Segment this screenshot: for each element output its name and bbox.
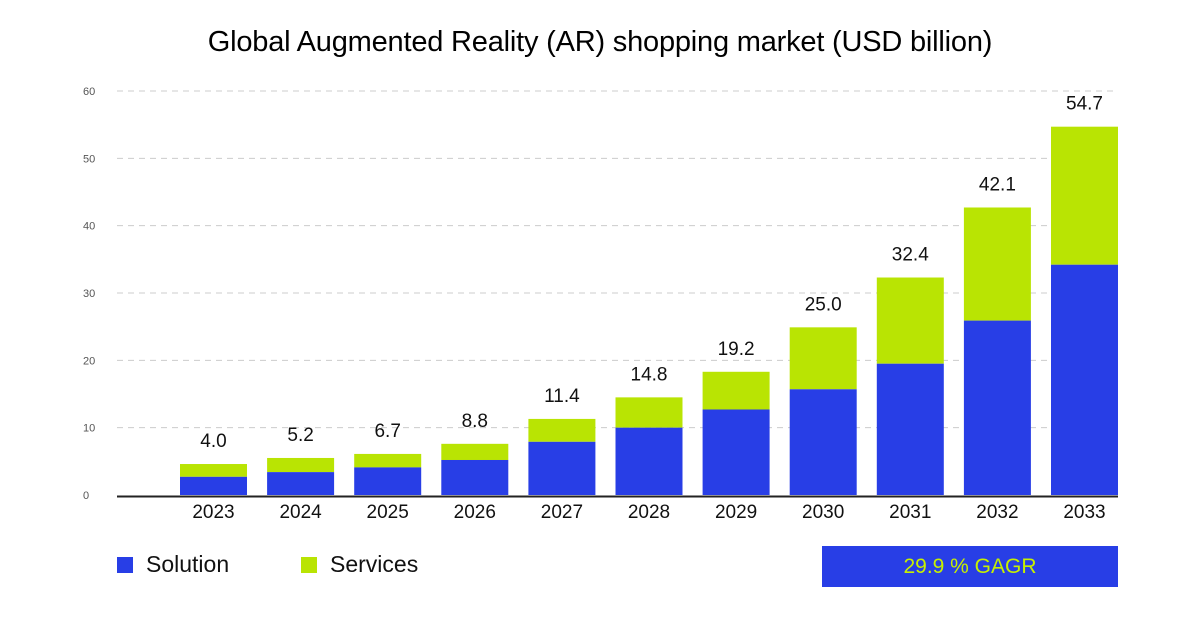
y-tick-label: 20	[83, 355, 95, 367]
chart-title: Global Augmented Reality (AR) shopping m…	[207, 26, 993, 58]
x-tick-label-2029: 2029	[715, 502, 757, 523]
legend-swatch-solution	[117, 556, 133, 573]
x-tick-label-2026: 2026	[454, 502, 496, 523]
total-label-2029: 19.2	[718, 339, 755, 360]
y-tick-label: 60	[83, 86, 95, 98]
bar-solution-2031	[876, 363, 944, 495]
total-label-2028: 14.8	[631, 364, 668, 385]
total-label-2027: 11.4	[544, 386, 580, 407]
total-label-2033: 54.7	[1066, 94, 1103, 115]
bar-solution-2028	[615, 427, 683, 495]
x-tick-label-2031: 2031	[889, 502, 931, 523]
bar-solution-2027	[528, 441, 596, 495]
bar-services-2033	[1051, 126, 1118, 265]
y-axis-ticks: 0 10 20 30 40 50 60	[83, 86, 95, 502]
total-label-2032: 42.1	[979, 174, 1016, 195]
bar-solution-2032	[963, 320, 1031, 495]
bar-services-2031	[876, 277, 944, 364]
bar-solution-2033	[1051, 264, 1118, 495]
y-tick-label: 10	[83, 423, 95, 435]
bar-services-2029	[702, 371, 770, 410]
bar-services-2027	[528, 418, 596, 442]
x-tick-label-2023: 2023	[192, 502, 234, 523]
total-label-2023: 4.0	[200, 431, 226, 452]
y-tick-label: 30	[83, 288, 95, 300]
bar-solution-2030	[789, 389, 857, 495]
bar-services-2024	[267, 457, 335, 473]
x-tick-label-2025: 2025	[367, 502, 409, 523]
bar-services-2026	[441, 443, 509, 460]
legend-label-services: Services	[330, 551, 419, 577]
cagr-badge: 29.9 % GAGR	[822, 546, 1118, 587]
total-label-2025: 6.7	[374, 421, 400, 442]
y-tick-label: 40	[83, 221, 95, 233]
bar-services-2023	[180, 464, 247, 477]
x-tick-label-2027: 2027	[541, 502, 583, 523]
x-tick-label-2033: 2033	[1063, 502, 1105, 523]
total-label-2030: 25.0	[805, 294, 842, 315]
x-tick-label-2024: 2024	[279, 502, 322, 523]
bar-services-2028	[615, 397, 683, 428]
bar-solution-2029	[702, 409, 770, 495]
bar-services-2025	[354, 453, 422, 468]
legend-item-solution: Solution	[117, 551, 229, 578]
legend-swatch-services	[301, 556, 317, 573]
bar-solution-2026	[441, 459, 509, 495]
total-label-2024: 5.2	[287, 425, 313, 446]
total-label-2031: 32.4	[892, 245, 929, 266]
bar-services-2032	[963, 207, 1031, 321]
y-tick-label: 50	[83, 153, 95, 165]
grid-lines	[117, 90, 1118, 429]
x-tick-label-2030: 2030	[802, 502, 844, 523]
bar-solution-2023	[180, 476, 247, 495]
bar-solution-2025	[354, 467, 422, 495]
total-labels: 4.0 5.2 6.7 8.8 11.4 14.8 19.2 25.0 32.4 42.1 54.7	[200, 94, 1103, 452]
bar-solution-2024	[267, 472, 335, 495]
x-tick-label-2028: 2028	[628, 502, 670, 523]
y-tick-label: 0	[83, 490, 89, 502]
bar-services-2030	[789, 327, 857, 390]
legend-label-solution: Solution	[146, 551, 230, 577]
x-axis-ticks: 2023 2024 2025 2026 2027 2028 2029 2030 2031 2032…	[192, 502, 1105, 523]
legend-item-services: Services	[301, 551, 418, 578]
x-tick-label-2032: 2032	[976, 502, 1018, 523]
total-label-2026: 8.8	[462, 411, 488, 432]
bars	[180, 126, 1118, 495]
